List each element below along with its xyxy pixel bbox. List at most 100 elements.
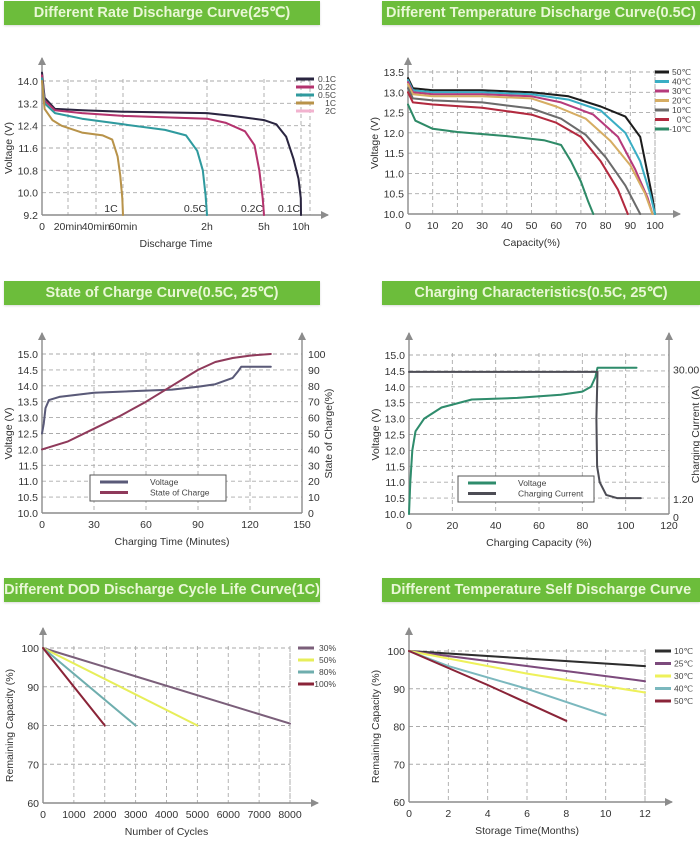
x-tick-label: 150 bbox=[293, 519, 311, 531]
y2-tick-label: 0 bbox=[673, 512, 679, 524]
x-tick-label: 12 bbox=[639, 808, 651, 820]
y-axis-arrow bbox=[405, 627, 413, 635]
series-line-30- bbox=[42, 647, 291, 725]
y-tick-label: 11.5 bbox=[385, 461, 405, 473]
y2-axis-title: State of Charge(%) bbox=[323, 389, 335, 479]
x-tick-label: 7000 bbox=[247, 809, 271, 821]
series-line-State-of-Charge bbox=[41, 353, 272, 451]
y-tick-label: 10.0 bbox=[18, 188, 39, 200]
y2-tick-label: 70 bbox=[308, 397, 320, 409]
chart-title-temperature-discharge: Different Temperature Discharge Curve(0.… bbox=[382, 1, 700, 25]
y-tick-label: 9.2 bbox=[23, 210, 38, 222]
x-tick-label: 100 bbox=[617, 520, 635, 532]
y-tick-label: 13.0 bbox=[18, 413, 39, 425]
x-tick-label: 50 bbox=[526, 220, 538, 232]
chart-title-dod-cycle-life: Different DOD Discharge Cycle Life Curve… bbox=[4, 578, 320, 602]
series-line-50- bbox=[407, 77, 656, 215]
legend-label: 0.2C bbox=[318, 82, 336, 92]
legend-label: -10℃ bbox=[669, 124, 691, 134]
y-axis-arrow bbox=[39, 627, 47, 635]
y-tick-label: 12.5 bbox=[385, 430, 406, 442]
y-tick-label: 13.0 bbox=[385, 414, 406, 426]
chart-rate-discharge: 9.2 10.0 10.8 11.6 12.4 13.2 14.0 0 20min 40min60… bbox=[3, 57, 336, 250]
y-tick-label: 10.0 bbox=[18, 508, 39, 520]
x-axis-arrow bbox=[665, 798, 673, 806]
series-line-0-2C bbox=[41, 74, 265, 216]
x-tick-label: 0 bbox=[406, 520, 412, 532]
x-tick-label: 8 bbox=[563, 808, 569, 820]
series-line-40- bbox=[408, 650, 607, 717]
x-tick-label: 4 bbox=[485, 808, 491, 820]
y-tick-label: 11.0 bbox=[384, 168, 404, 180]
y-tick-label: 15.0 bbox=[18, 349, 39, 361]
series-line-0-5C bbox=[41, 77, 208, 216]
y-tick-label: 60 bbox=[27, 798, 39, 810]
x-axis-arrow bbox=[673, 210, 681, 218]
series-line--10- bbox=[407, 103, 595, 215]
legend-label: Voltage bbox=[518, 478, 547, 488]
x-tick-label: 0 bbox=[39, 519, 45, 531]
y-tick-label: 10.8 bbox=[18, 165, 39, 177]
y-tick-label: 14.0 bbox=[18, 76, 39, 88]
series-line-Voltage bbox=[41, 365, 272, 435]
x-tick-label: 70 bbox=[575, 220, 587, 232]
x-tick-label: 80 bbox=[576, 520, 588, 532]
series-halo bbox=[41, 74, 265, 216]
legend-label: 0℃ bbox=[677, 115, 692, 125]
legend-label: 30% bbox=[319, 643, 336, 653]
y-axis-arrow bbox=[38, 57, 46, 65]
y-tick-label: 10.5 bbox=[18, 492, 39, 504]
x-tick-label: 0 bbox=[406, 808, 412, 820]
series-line-25- bbox=[408, 650, 646, 683]
y2-tick-label: 10 bbox=[308, 492, 320, 504]
legend-label: Charging Current bbox=[518, 489, 584, 499]
x-tick-label: 0 bbox=[40, 809, 46, 821]
x-tick-label: 10 bbox=[427, 220, 439, 232]
y-tick-label: 13.5 bbox=[384, 67, 405, 79]
legend-label: 50℃ bbox=[672, 67, 691, 77]
series-line-80- bbox=[42, 647, 137, 727]
y-axis-title: Voltage (V) bbox=[3, 122, 15, 174]
y-axis-arrow bbox=[38, 332, 46, 340]
y-tick-label: 60 bbox=[393, 797, 405, 809]
y-tick-label: 10.5 bbox=[385, 493, 406, 505]
x-tick-label: 40 bbox=[501, 220, 513, 232]
y-tick-label: 10.5 bbox=[384, 189, 405, 201]
x-tick-label: 20 bbox=[452, 220, 464, 232]
y2-tick-label: 100 bbox=[308, 349, 326, 361]
legend-label: Voltage bbox=[150, 477, 179, 487]
y2-tick-label: 40 bbox=[308, 444, 320, 456]
y-tick-label: 90 bbox=[27, 682, 39, 694]
x-tick-label: 2h bbox=[201, 221, 213, 233]
legend-label: 0.1C bbox=[318, 74, 336, 84]
legend-box bbox=[457, 475, 595, 503]
x-tick-label: 40min bbox=[82, 221, 111, 233]
series-halo bbox=[41, 77, 208, 216]
y-tick-label: 11.0 bbox=[385, 477, 405, 489]
series-line-100- bbox=[42, 647, 106, 727]
y-tick-label: 10.0 bbox=[385, 509, 406, 521]
x-tick-label: 100 bbox=[646, 220, 664, 232]
y-tick-label: 14.0 bbox=[18, 381, 39, 393]
x-tick-label: 90 bbox=[624, 220, 636, 232]
y-tick-label: 12.5 bbox=[18, 429, 39, 441]
y2-axis-arrow bbox=[298, 332, 306, 340]
y-axis-title: Voltage (V) bbox=[370, 409, 382, 461]
legend-label: 30℃ bbox=[674, 671, 693, 681]
x-axis-arrow bbox=[311, 799, 319, 807]
x-tick-label: 1000 bbox=[62, 809, 86, 821]
x-tick-label: 10h bbox=[292, 221, 310, 233]
y2-tick-label: 1.20 bbox=[673, 494, 694, 506]
legend-label: 40℃ bbox=[672, 77, 691, 87]
series-halo bbox=[41, 365, 272, 435]
y-tick-label: 13.0 bbox=[384, 87, 405, 99]
x-axis-title: Capacity(%) bbox=[503, 237, 560, 249]
x-tick-label: 0 bbox=[39, 221, 45, 233]
x-tick-label: 60 bbox=[533, 520, 545, 532]
y-axis-arrow bbox=[405, 332, 413, 340]
legend-box bbox=[89, 474, 227, 502]
x-tick-label: 120 bbox=[660, 520, 678, 532]
y2-tick-label: 30.00 bbox=[673, 364, 699, 376]
y2-axis-arrow bbox=[665, 332, 673, 340]
y-tick-label: 12.0 bbox=[18, 444, 39, 456]
